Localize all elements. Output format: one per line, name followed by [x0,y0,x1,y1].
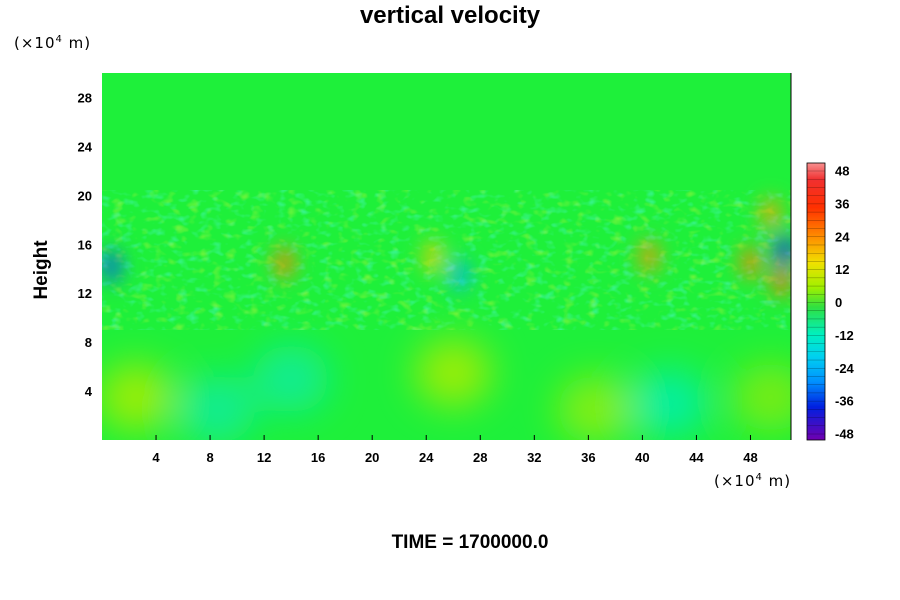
heatmap-field [102,73,791,440]
x-axis-ticks: 4 8 12 16 20 24 28 32 36 40 44 48 [152,435,758,465]
field-feature-4 [640,240,659,273]
chart-title: vertical velocity [359,2,541,29]
x-axis-unit: (×104 m) [714,472,792,490]
x-tick-label-28: 28 [473,450,487,465]
colorbar-tick-label: 36 [835,196,849,211]
time-label: TIME = 1700000.0 [391,532,549,553]
colorbar [806,162,826,441]
y-axis-ticks: 4 8 12 16 20 24 28 [78,90,93,399]
colorbar-ticks: 48 36 24 12 0 -12 -24 -36 -48 [835,164,855,442]
field-feature-10 [415,338,492,407]
colorbar-tick-label: -12 [835,328,854,343]
x-tick-label-16: 16 [311,450,325,465]
y-tick-label-4: 4 [85,384,93,399]
colorbar-tick-label: -36 [835,394,854,409]
colorbar-tick-label: 48 [835,164,849,179]
colorbar-levels [807,170,825,435]
colorbar-tick-label: -24 [835,361,855,376]
field-feature-7 [775,234,791,267]
field-feature-5 [741,246,760,279]
y-tick-label-28: 28 [78,90,92,105]
colorbar-tick-label: 12 [835,262,849,277]
field-feature-12 [253,344,330,413]
turbulence-band-warm [102,190,791,330]
x-tick-label-4: 4 [152,450,160,465]
field-feature-13 [557,375,634,440]
colorbar-tick-label: -48 [835,427,854,442]
colorbar-tick-label: 24 [835,229,850,244]
field-feature-11 [178,375,255,440]
field-feature-9 [102,363,174,432]
y-tick-label-8: 8 [85,335,92,350]
field-feature-3 [451,258,470,291]
field-feature-1 [275,246,294,279]
y-tick-label-24: 24 [78,139,93,154]
x-tick-label-36: 36 [581,450,595,465]
y-tick-label-12: 12 [78,286,92,301]
field-feature-14 [631,369,708,438]
colorbar-tick-label: 0 [835,295,842,310]
x-tick-label-12: 12 [257,450,271,465]
x-tick-label-40: 40 [635,450,649,465]
x-tick-label-20: 20 [365,450,379,465]
field-feature-0 [102,250,121,283]
x-tick-label-32: 32 [527,450,541,465]
field-feature-6 [761,197,780,230]
field-feature-2 [423,240,442,273]
x-tick-label-48: 48 [743,450,757,465]
field-feature-15 [732,363,791,432]
x-tick-label-44: 44 [689,450,704,465]
x-tick-label-8: 8 [206,450,213,465]
y-tick-label-20: 20 [78,188,92,203]
x-tick-label-24: 24 [419,450,434,465]
field-feature-8 [772,264,791,297]
y-axis-unit: (×104 m) [14,34,92,52]
y-tick-label-16: 16 [78,237,92,252]
